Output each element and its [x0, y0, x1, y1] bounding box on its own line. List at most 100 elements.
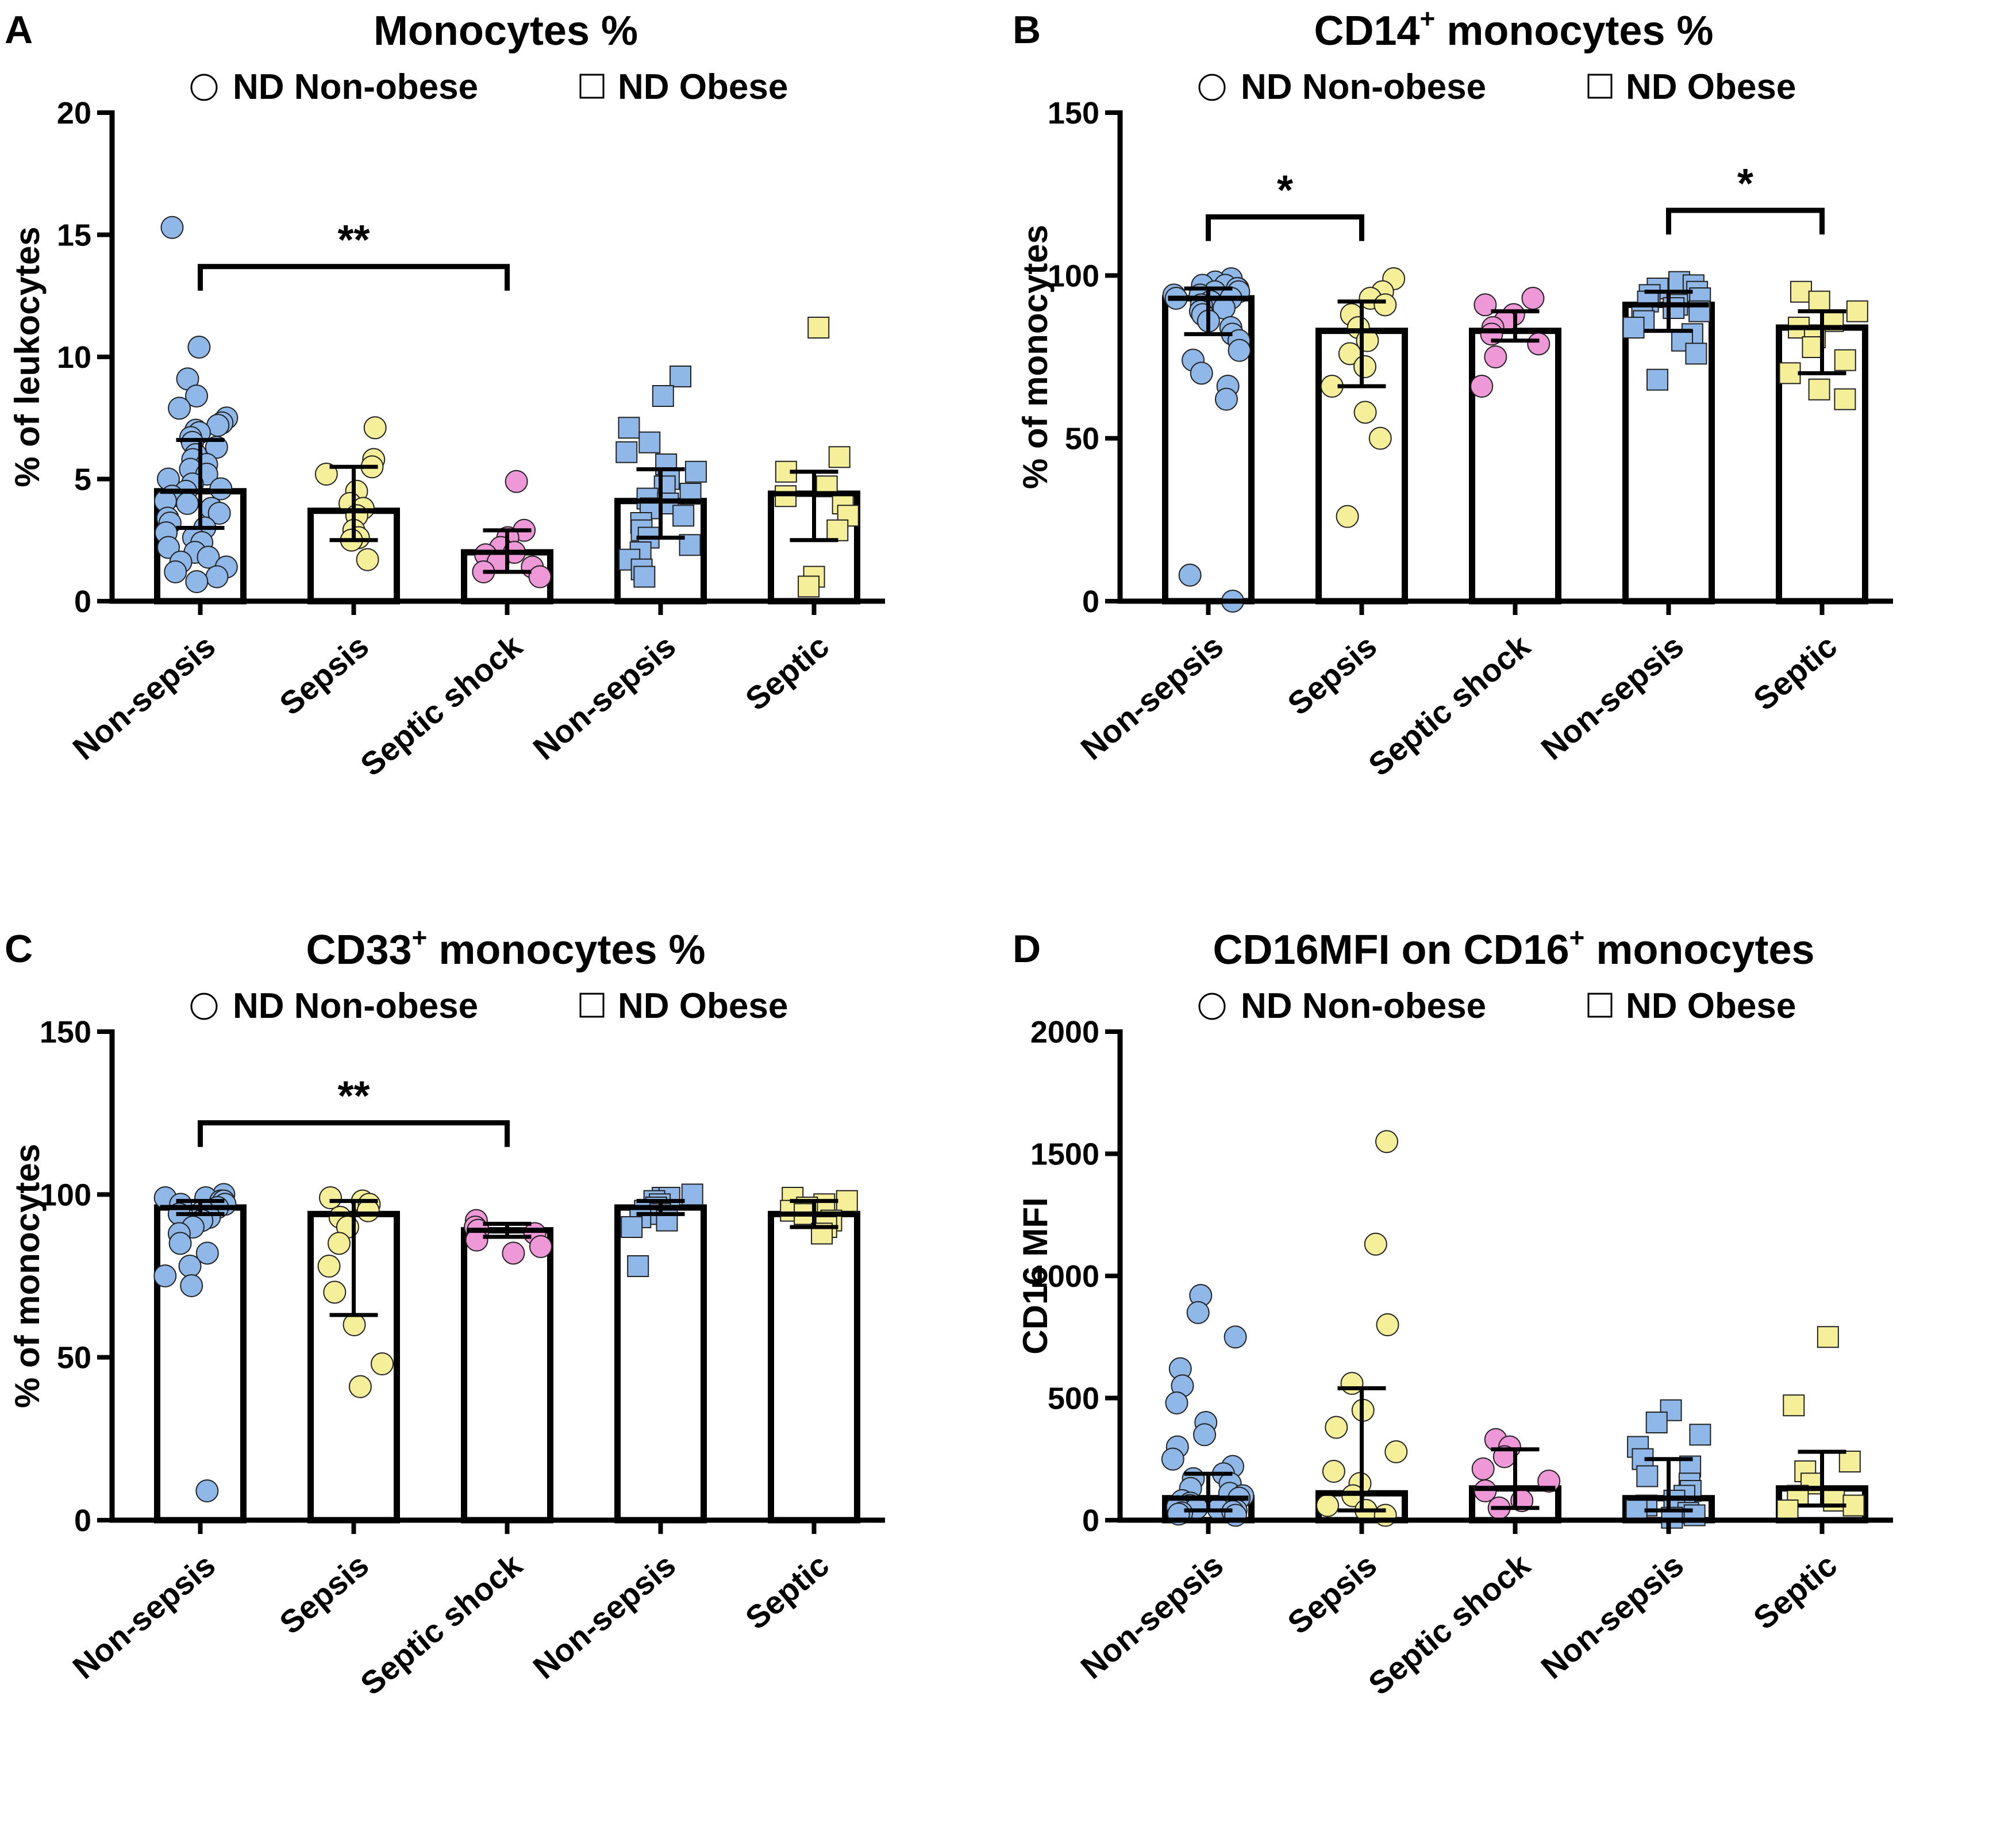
data-point	[1374, 1504, 1397, 1527]
data-point	[1645, 1412, 1668, 1433]
legend-obese: ND Obese	[1626, 67, 1796, 107]
category-label: Septic	[1746, 628, 1844, 717]
data-point	[681, 1183, 703, 1206]
square-icon	[579, 993, 605, 1018]
panel-d: D CD16MFI on CD16+ monocytes ND Non-obese N…	[1008, 919, 2016, 1838]
y-tick-label: 15	[57, 218, 91, 253]
panel-letter: C	[5, 927, 33, 971]
data-point	[828, 446, 851, 468]
data-point	[1622, 317, 1645, 339]
data-point	[1186, 1301, 1210, 1324]
error-bar-2	[1321, 1386, 1402, 1513]
significance-label: **	[337, 1074, 370, 1120]
circle-icon	[1198, 993, 1226, 1020]
y-axis-label: % of monocytes	[8, 1144, 47, 1408]
bar-5	[768, 1210, 860, 1524]
error-bar-4	[620, 1199, 701, 1216]
category-label: Septic	[738, 1547, 836, 1636]
data-point	[633, 566, 656, 588]
significance-bracket-1: **	[198, 1074, 510, 1147]
y-tick-label: 100	[1048, 259, 1099, 293]
bar-4	[614, 1204, 707, 1524]
data-point	[1224, 1325, 1247, 1349]
error-bar-2	[313, 1199, 394, 1317]
data-point	[502, 1241, 525, 1265]
data-point	[1192, 1423, 1216, 1447]
category-label: Septic	[738, 628, 836, 717]
data-point	[1779, 362, 1801, 384]
error-bar-3	[1475, 1447, 1556, 1510]
data-point	[807, 317, 830, 339]
data-point	[195, 1241, 219, 1265]
chart-cd33-monocytes-percent: C CD33+ monocytes % ND Non-obese ND Obese % …	[5, 922, 885, 1702]
data-point	[1376, 1313, 1399, 1336]
data-point	[1685, 343, 1707, 365]
chart-title-sup: +	[1420, 3, 1436, 33]
chart-monocytes-percent: A Monocytes % ND Non-obese ND Obese % of leu…	[5, 8, 885, 783]
chart-title-suffix: monocytes	[1584, 927, 1814, 973]
data-point	[1224, 1504, 1248, 1527]
data-point	[1521, 287, 1545, 310]
category-label: Non-sepsis	[66, 1547, 222, 1686]
legend-non-obese: ND Non-obese	[233, 986, 478, 1026]
data-point	[180, 1274, 203, 1297]
y-tick-label: 0	[74, 1504, 91, 1538]
data-point	[1374, 293, 1397, 317]
data-point	[168, 397, 191, 420]
data-point	[1228, 339, 1251, 362]
bar-3	[461, 1227, 553, 1524]
data-point	[323, 1281, 347, 1304]
data-point	[207, 502, 231, 525]
chart-title-sup: +	[1569, 922, 1585, 952]
data-point	[1663, 297, 1685, 319]
circle-icon	[190, 74, 218, 101]
legend-obese: ND Obese	[1626, 986, 1796, 1026]
y-tick-label: 50	[57, 1341, 91, 1375]
y-tick-label: 20	[57, 96, 91, 130]
chart-title-main: CD33	[306, 927, 411, 973]
data-point	[176, 492, 199, 515]
data-point	[1368, 426, 1392, 450]
y-tick-label: 0	[1082, 585, 1099, 619]
category-label: Non-sepsis	[1074, 628, 1230, 767]
data-point	[1384, 1440, 1408, 1463]
data-point	[317, 1255, 341, 1278]
category-label: Septic	[1746, 1547, 1844, 1636]
legend-obese: ND Obese	[618, 986, 788, 1026]
data-point	[1471, 1457, 1495, 1481]
data-point	[164, 560, 187, 583]
significance-bracket-2: *	[1666, 161, 1825, 234]
category-label: Septic shock	[1361, 627, 1537, 783]
data-point	[1776, 1499, 1799, 1521]
error-bar-1	[1168, 1471, 1249, 1513]
data-point	[205, 565, 229, 589]
data-point	[621, 1216, 643, 1238]
data-point	[1322, 1460, 1345, 1483]
error-bar-1	[1168, 286, 1249, 336]
data-point	[371, 1352, 394, 1375]
panel-c: C CD33+ monocytes % ND Non-obese ND Obese % …	[0, 919, 1008, 1838]
bar-3	[1469, 328, 1561, 605]
category-label: Septic shock	[353, 627, 529, 783]
data-point	[1846, 300, 1868, 322]
data-point	[1834, 349, 1856, 371]
data-point	[187, 336, 211, 359]
y-tick-label: 1500	[1030, 1137, 1099, 1172]
category-label: Non-sepsis	[1534, 1547, 1690, 1686]
category-label: Septic shock	[353, 1546, 529, 1702]
chart-title: CD33+ monocytes %	[306, 922, 705, 973]
data-point	[798, 575, 820, 598]
chart-cd14-monocytes-percent: B CD14+ monocytes % ND Non-obese ND Obese % …	[1013, 3, 1893, 783]
chart-cd16-mfi: D CD16MFI on CD16+ monocytes ND Non-obese N…	[1013, 922, 1893, 1702]
legend-obese: ND Obese	[618, 67, 788, 107]
data-point	[1527, 332, 1551, 356]
y-tick-label: 1000	[1030, 1259, 1099, 1294]
error-bar-3	[467, 528, 548, 574]
data-point	[160, 216, 184, 239]
data-point	[343, 1313, 366, 1336]
legend-non-obese: ND Non-obese	[233, 67, 478, 107]
data-point	[1838, 1451, 1861, 1472]
points-group-3	[1470, 287, 1551, 398]
error-bar-4	[1628, 290, 1709, 333]
category-label: Non-sepsis	[526, 1547, 682, 1686]
